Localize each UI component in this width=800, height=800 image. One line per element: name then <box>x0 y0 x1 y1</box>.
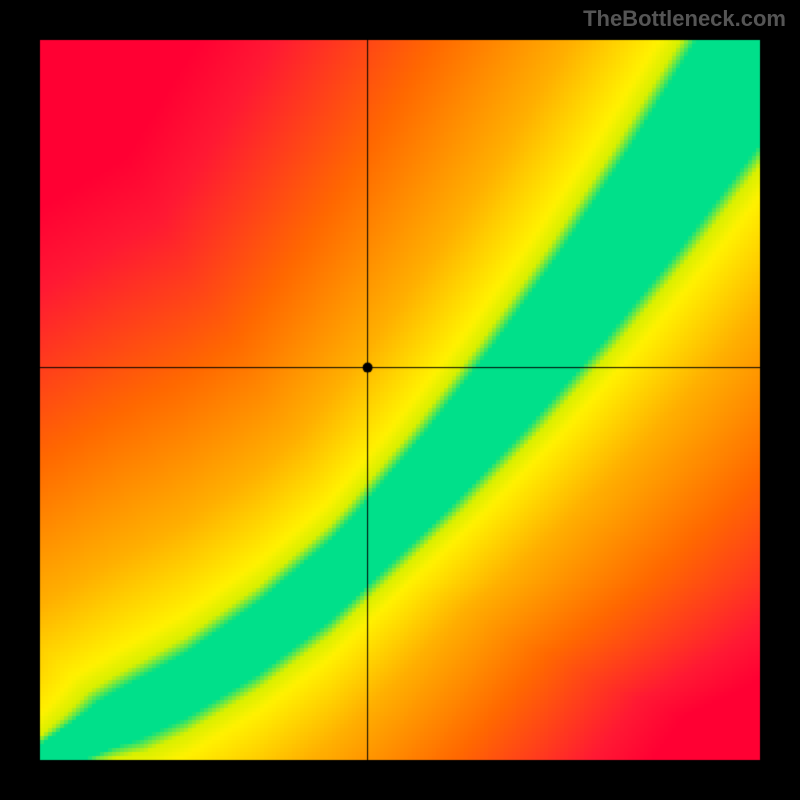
chart-container: TheBottleneck.com <box>0 0 800 800</box>
heatmap-canvas <box>0 0 800 800</box>
watermark-text: TheBottleneck.com <box>583 6 786 32</box>
